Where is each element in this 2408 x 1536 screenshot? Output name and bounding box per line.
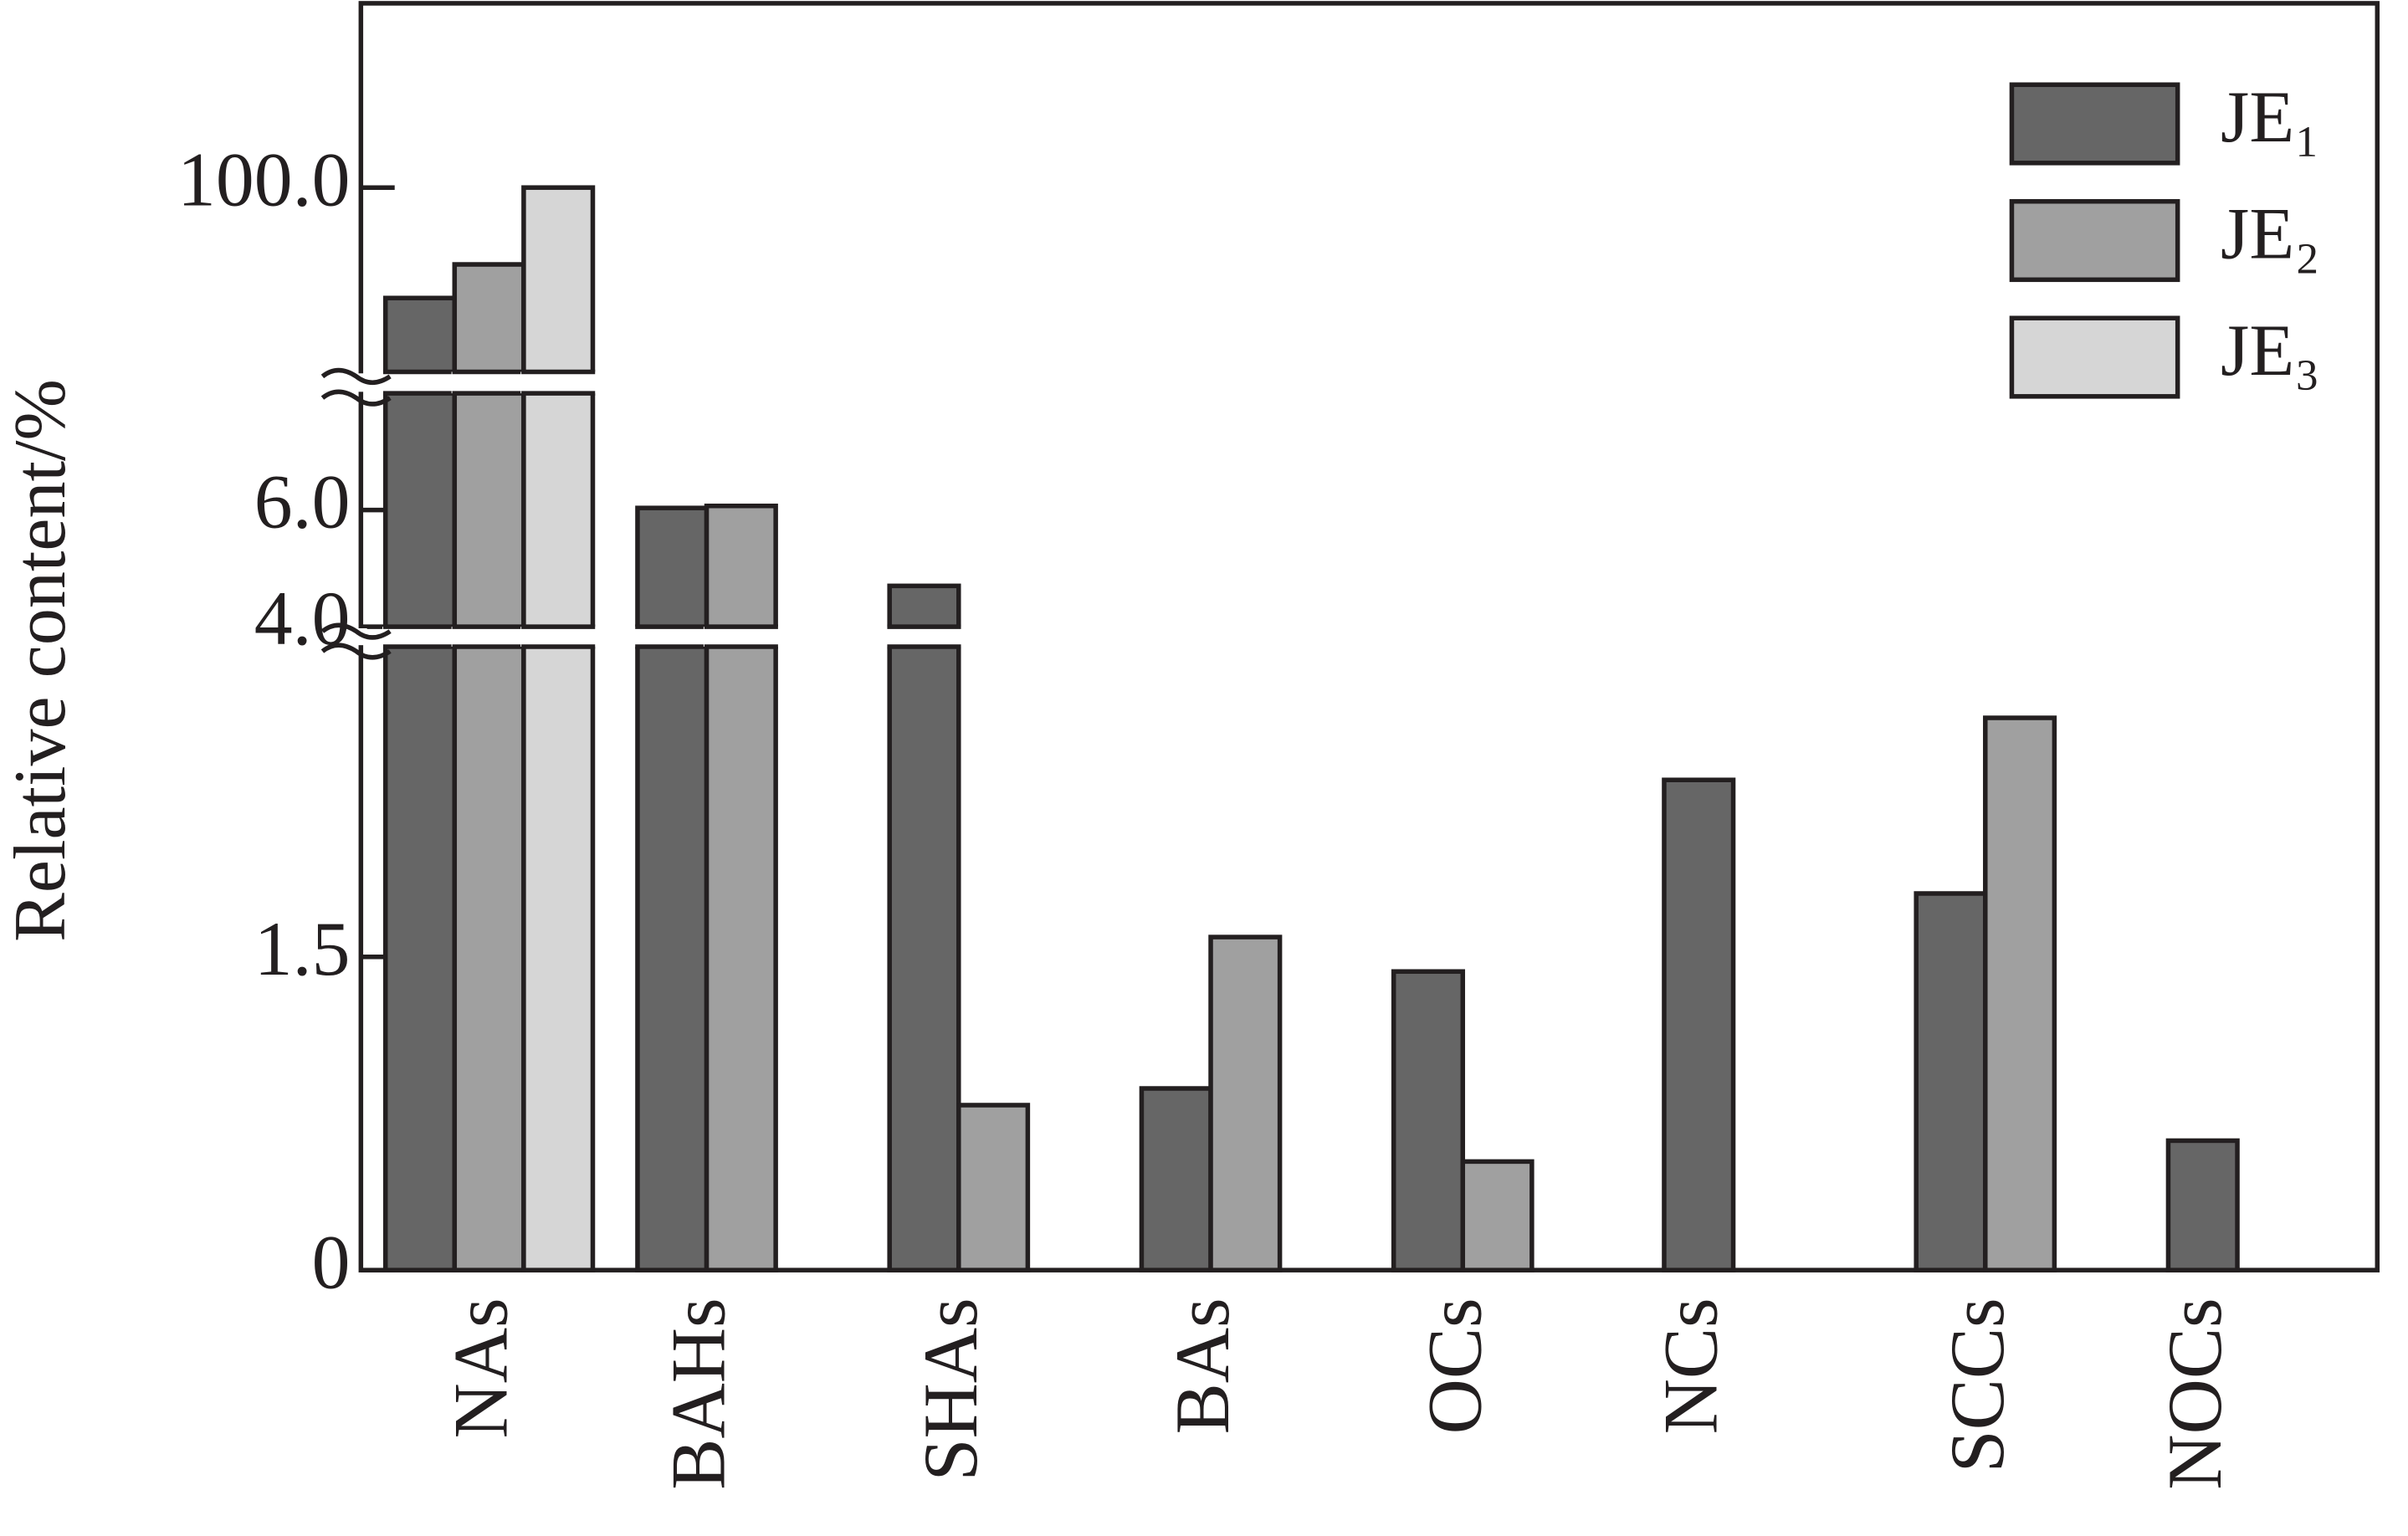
axis-break-mark <box>320 622 392 640</box>
x-tick-label: OCs <box>1411 1298 1497 1434</box>
axis-break-mark <box>320 367 392 386</box>
bar <box>1662 777 1736 1272</box>
bar <box>956 1103 1031 1272</box>
x-tick-label: BAHs <box>656 1298 741 1489</box>
bar <box>1139 1086 1213 1272</box>
axis-break-mark <box>320 643 392 660</box>
legend-swatch <box>2009 198 2180 283</box>
bar <box>635 505 710 1272</box>
legend-label: JE₁ <box>2221 76 2320 158</box>
bar <box>1208 934 1283 1272</box>
bar <box>1914 891 1988 1272</box>
bar <box>704 503 778 1272</box>
x-tick-label: NCs <box>1647 1298 1733 1434</box>
bar <box>521 185 596 1272</box>
bar <box>1983 715 2057 1272</box>
x-tick-label: SCCs <box>1934 1298 2020 1472</box>
bar <box>382 295 458 1272</box>
bar <box>1460 1159 1534 1272</box>
x-tick-label: SHAs <box>908 1298 993 1481</box>
bar <box>2165 1138 2240 1272</box>
y-tick-label: 6.0 <box>254 459 351 545</box>
y-tick-label: 0 <box>312 1219 351 1304</box>
x-tick-label: NOCs <box>2152 1298 2237 1489</box>
axis-break-gap <box>703 627 779 647</box>
bar <box>452 262 526 1272</box>
axis-break-mark <box>320 389 392 407</box>
axis-break-gap <box>451 627 527 647</box>
y-tick-label: 4.0 <box>254 576 351 661</box>
bar <box>1391 969 1466 1272</box>
legend-label: JE₂ <box>2221 193 2320 275</box>
axis-break-gap <box>382 627 458 647</box>
bar <box>887 583 961 1272</box>
x-tick-label: BAs <box>1160 1298 1245 1434</box>
axis-break-gap <box>520 371 597 394</box>
axis-break-gap <box>451 371 527 394</box>
axis-break-gap <box>382 371 458 394</box>
axis-break-gap <box>634 627 710 647</box>
y-tick-label: 1.5 <box>254 906 351 991</box>
legend-swatch <box>2009 82 2180 166</box>
y-axis-label: Relative content/% <box>0 379 81 942</box>
y-tick-label: 100.0 <box>177 136 350 222</box>
x-tick-label: NAs <box>438 1298 524 1438</box>
legend-swatch <box>2009 315 2180 399</box>
legend-label: JE₃ <box>2221 310 2320 392</box>
axis-break-gap <box>520 627 597 647</box>
axis-break-gap <box>886 627 962 647</box>
